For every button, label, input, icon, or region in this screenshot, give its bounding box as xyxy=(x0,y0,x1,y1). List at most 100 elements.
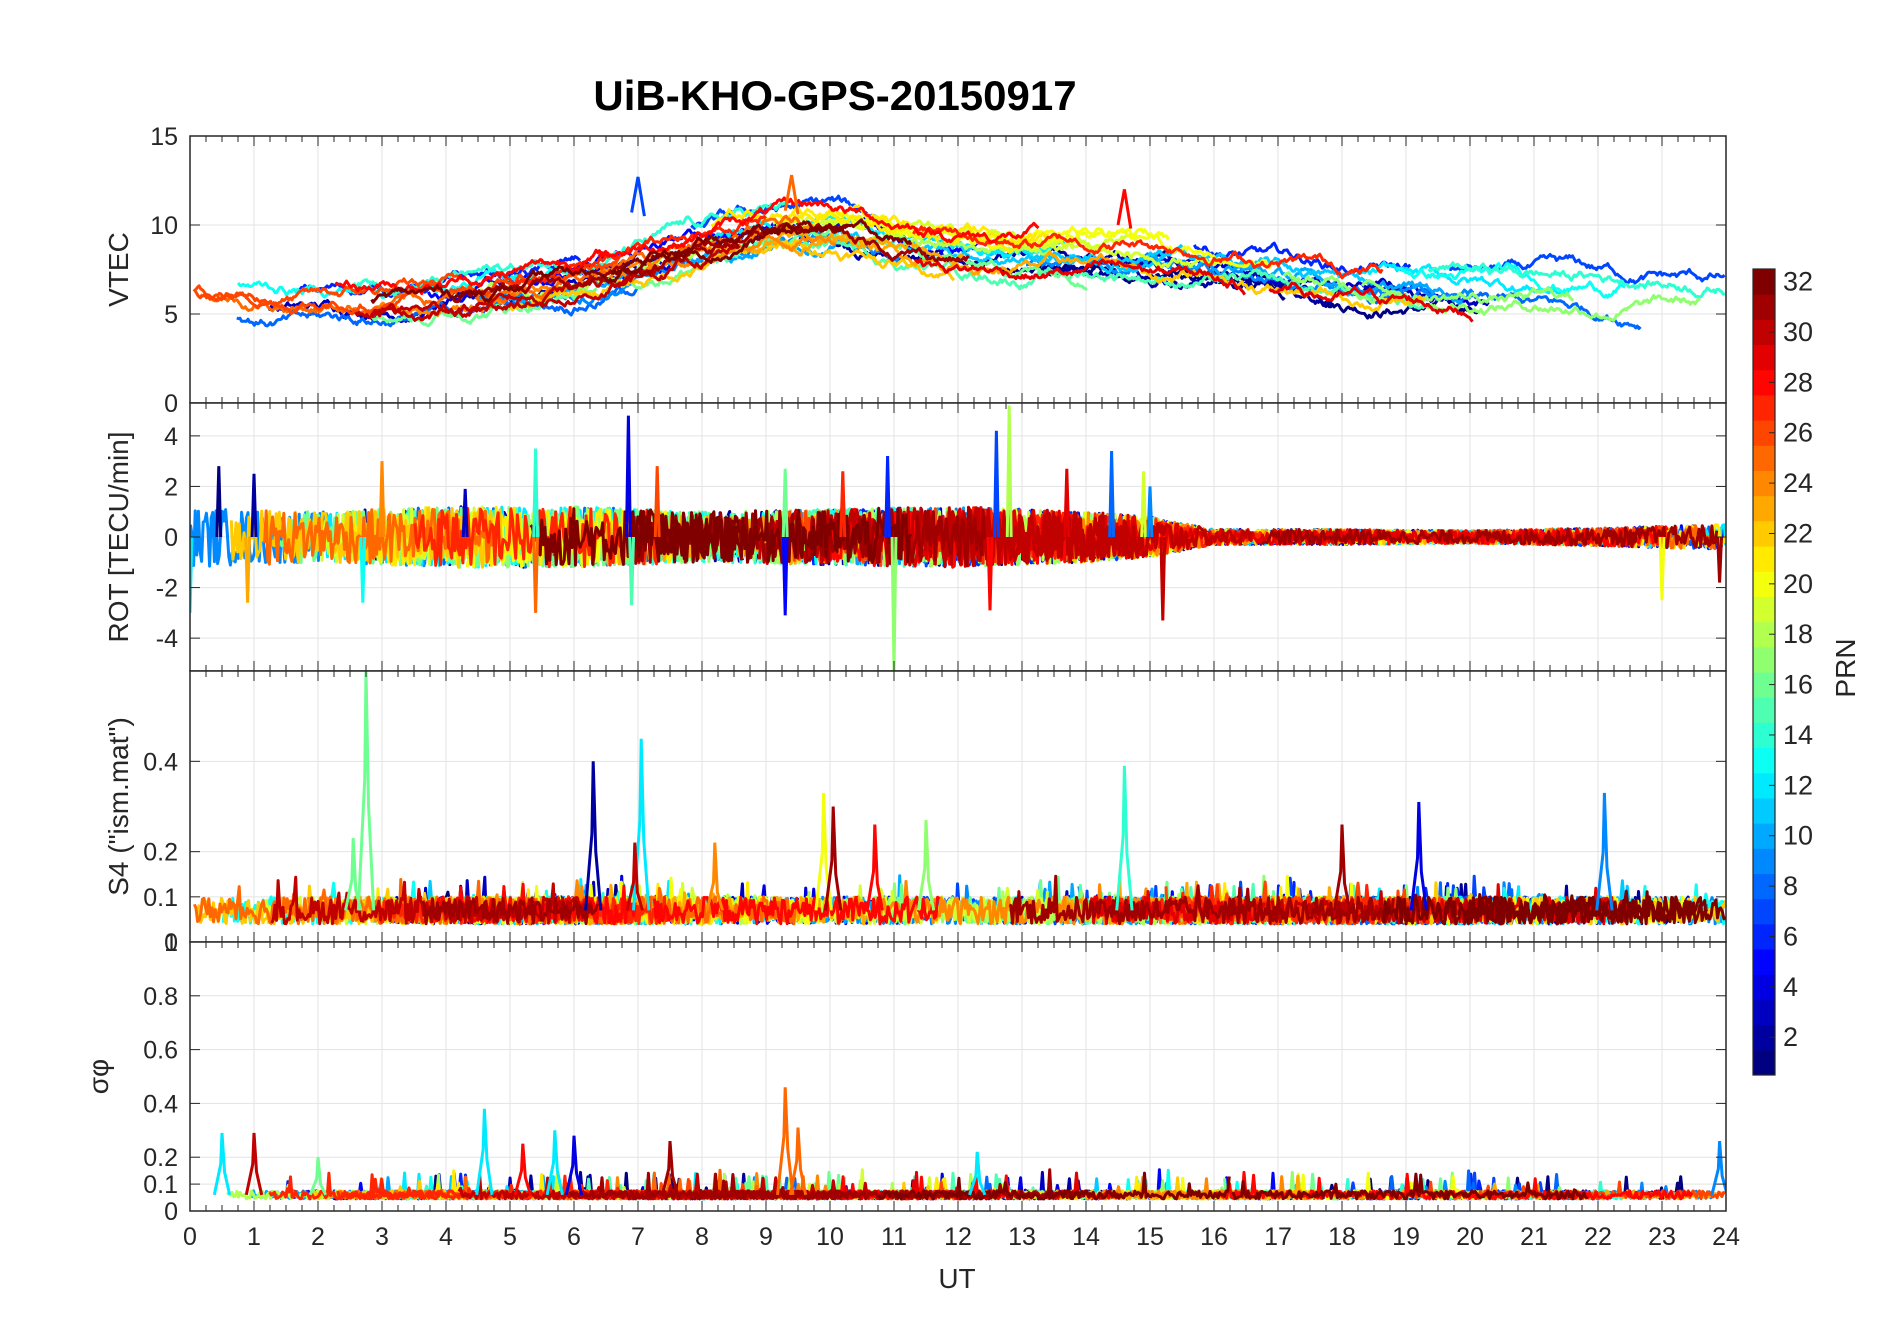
colorbar-tick-label: 16 xyxy=(1783,670,1813,700)
colorbar-segment xyxy=(1753,420,1775,446)
peak-line-prn-14 xyxy=(1115,765,1134,911)
x-tick-label: 12 xyxy=(944,1223,972,1251)
colorbar-segment xyxy=(1753,571,1775,597)
series-group xyxy=(193,671,1726,926)
series-line-prn-17 xyxy=(1282,271,1702,322)
y-tick-label: 0.1 xyxy=(143,1171,178,1199)
rot-spike xyxy=(839,471,847,538)
peak-line-prn-24 xyxy=(705,842,724,911)
colorbar-segment xyxy=(1753,621,1775,648)
colorbar-segment xyxy=(1753,974,1775,1000)
colorbar-tick-label: 12 xyxy=(1783,770,1813,800)
peak-line-prn-12 xyxy=(632,738,651,911)
colorbar-segment xyxy=(1753,369,1775,396)
colorbar-segment xyxy=(1753,1049,1775,1076)
series-line-prn-31 xyxy=(1261,524,1719,549)
peak-line-prn-16 xyxy=(344,838,363,911)
rot-spike xyxy=(1146,486,1154,538)
x-tick-label: 1 xyxy=(247,1223,261,1251)
vtec-peak xyxy=(630,176,646,217)
peak-line-prn-16 xyxy=(308,1157,328,1196)
colorbar-tick-label: 18 xyxy=(1783,619,1813,649)
colorbar-segment xyxy=(1753,672,1775,698)
rot-spike xyxy=(461,488,469,538)
colorbar-tick-label: 4 xyxy=(1783,972,1798,1002)
colorbar-tick-label: 8 xyxy=(1783,871,1798,901)
rot-spike xyxy=(532,536,540,613)
x-tick-label: 23 xyxy=(1648,1223,1676,1251)
rot-spike xyxy=(624,415,632,538)
vtec-peak xyxy=(1116,189,1133,229)
rot-spike xyxy=(359,536,367,603)
x-tick-label: 3 xyxy=(375,1223,389,1251)
series-line-prn-31 xyxy=(421,896,599,926)
rot-spike xyxy=(1005,405,1013,538)
y-tick-label: 10 xyxy=(150,212,178,240)
series-line-prn-31 xyxy=(568,1171,860,1201)
rot-spike xyxy=(215,466,223,538)
y-tick-label: 5 xyxy=(164,301,178,329)
series-line-prn-30 xyxy=(369,266,660,319)
colorbar-tick-label: 22 xyxy=(1783,518,1813,548)
series-line-prn-32 xyxy=(627,506,913,565)
peak-line-prn-28 xyxy=(865,824,884,911)
rot-spike xyxy=(1716,536,1724,583)
y-tick-label: 0 xyxy=(164,1198,178,1226)
rot-spike xyxy=(884,456,892,538)
x-tick-label: 5 xyxy=(503,1223,517,1251)
x-tick-label: 17 xyxy=(1264,1223,1292,1251)
series-line-prn-11 xyxy=(904,243,1374,286)
series-line-prn-29 xyxy=(914,258,1246,296)
colorbar-tick-label: 28 xyxy=(1783,367,1813,397)
vtec-peak xyxy=(783,174,800,215)
rot-spike xyxy=(653,466,661,538)
y-tick-label: 0.6 xyxy=(143,1037,178,1065)
rot-spike xyxy=(992,430,1000,538)
series-group xyxy=(212,1087,1726,1201)
chart-title: UiB-KHO-GPS-20150917 xyxy=(593,72,1076,119)
y-tick-label: 0 xyxy=(164,929,178,957)
peak-line-prn-2 xyxy=(584,761,603,911)
colorbar-tick-label: 14 xyxy=(1783,720,1813,750)
colorbar-segment xyxy=(1753,722,1775,749)
rot-spike xyxy=(1140,471,1148,538)
y-tick-label: 0.2 xyxy=(143,839,178,867)
rot-spike xyxy=(190,536,194,613)
x-tick-label: 22 xyxy=(1584,1223,1612,1251)
colorbar-tick-label: 26 xyxy=(1783,418,1813,448)
colorbar-segment xyxy=(1753,269,1775,295)
x-tick-label: 21 xyxy=(1520,1223,1548,1251)
x-tick-label: 9 xyxy=(759,1223,773,1251)
series-line-prn-32 xyxy=(610,218,913,276)
series-line-prn-10 xyxy=(1142,255,1463,305)
peak-line-prn-12 xyxy=(475,1108,494,1196)
colorbar-segment xyxy=(1753,772,1775,799)
peak-line-prn-12 xyxy=(968,1151,987,1196)
x-tick-label: 10 xyxy=(816,1223,844,1251)
colorbar-segment xyxy=(1753,848,1775,874)
peak-line-prn-25 xyxy=(788,1127,808,1196)
series-line-prn-24 xyxy=(608,234,837,279)
x-tick-label: 13 xyxy=(1008,1223,1036,1251)
rot-spike xyxy=(781,536,789,616)
y-tick-label: 0.8 xyxy=(143,983,178,1011)
colorbar-segment xyxy=(1753,646,1775,673)
colorbar-segment xyxy=(1753,520,1775,547)
x-tick-label: 6 xyxy=(567,1223,581,1251)
colorbar-label: PRN xyxy=(1830,638,1861,697)
x-axis-label: UT xyxy=(938,1263,975,1294)
x-tick-label: 24 xyxy=(1712,1223,1740,1251)
series-line-prn-29 xyxy=(1268,281,1474,323)
y-axis-label: σφ xyxy=(83,1059,114,1094)
series-line-prn-30 xyxy=(354,243,741,322)
series-line-prn-30 xyxy=(270,875,594,926)
panel-rot: -4 -2 0 2 4 ROT [TECU/min] xyxy=(103,402,1727,672)
rot-spike xyxy=(244,536,252,603)
rot-spike xyxy=(628,536,636,606)
colorbar-segment xyxy=(1753,495,1775,522)
rot-spike xyxy=(532,448,540,538)
colorbar-tick-label: 32 xyxy=(1783,267,1813,297)
peak-line-prn-31 xyxy=(660,1140,680,1196)
rot-spike xyxy=(1658,536,1666,601)
x-tick-label: 11 xyxy=(881,1223,907,1251)
